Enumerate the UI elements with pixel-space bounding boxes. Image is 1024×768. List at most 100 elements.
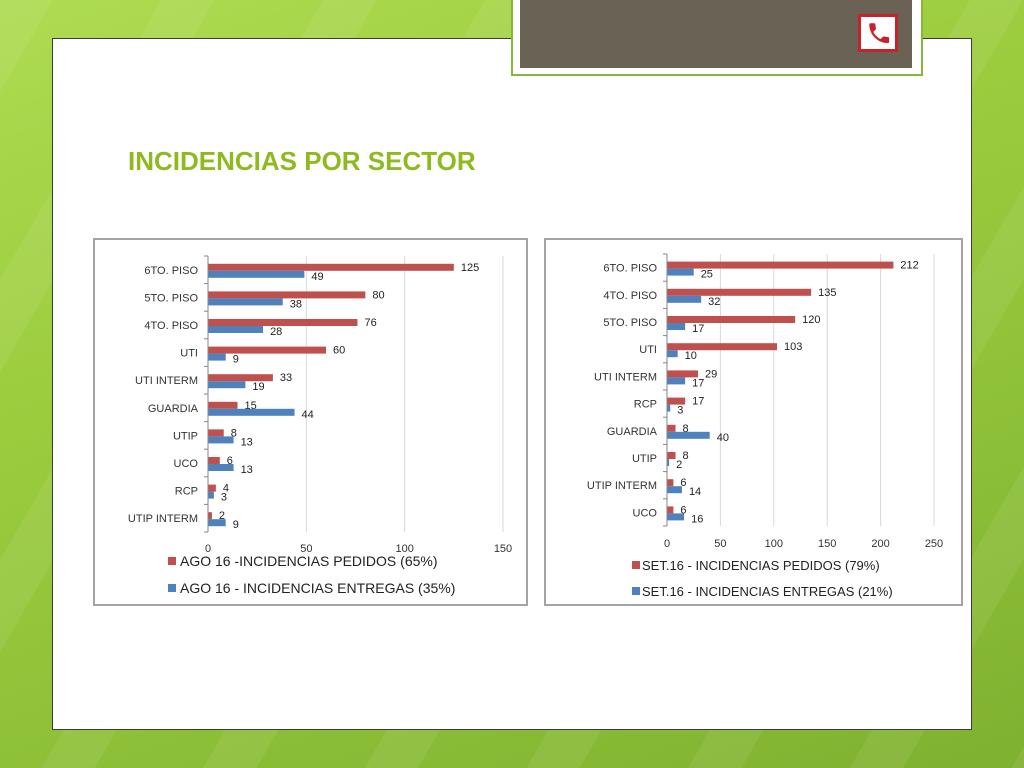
series-2-bar (667, 295, 702, 303)
x-tick-label: 100 (395, 543, 413, 555)
series-2-data-label: 49 (311, 271, 323, 283)
category-label: RCP (634, 399, 657, 411)
x-tick-label: 50 (300, 543, 312, 555)
series-2-bar (208, 270, 305, 278)
category-label: GUARDIA (148, 403, 199, 415)
category-label: 6TO. PISO (603, 263, 657, 275)
series-1-data-label: 2 (219, 510, 225, 522)
series-2-bar (667, 486, 682, 494)
series-1-bar (667, 261, 894, 269)
phone-icon (858, 14, 898, 52)
series-2-bar (208, 353, 226, 361)
chart-set-16-plot: 0 50 100 150 200 250 6TO. PISO 212 25 4TO. PISO 13… (587, 253, 943, 599)
legend-label: SET.16 - INCIDENCIAS ENTREGAS (21%) (642, 584, 893, 599)
series-2-data-label: 19 (252, 381, 264, 393)
legend-label: AGO 16 - INCIDENCIAS ENTREGAS (35%) (180, 580, 455, 596)
series-1-bar (667, 316, 796, 323)
series-1-data-label: 8 (683, 423, 689, 435)
series-2-bar (208, 326, 264, 333)
series-1-data-label: 120 (802, 314, 820, 326)
series-1-bar (667, 370, 698, 378)
series-1-data-label: 6 (227, 455, 233, 467)
series-2-bar (667, 404, 671, 412)
series-2-data-label: 28 (270, 326, 282, 338)
legend-swatch (632, 587, 640, 595)
series-1-data-label: 8 (683, 450, 689, 462)
category-label: UTI (639, 344, 657, 356)
category-label: UTI (180, 348, 198, 360)
legend-label: AGO 16 -INCIDENCIAS PEDIDOS (65%) (180, 553, 438, 569)
series-2-bar (667, 268, 694, 276)
series-1-bar (667, 506, 674, 514)
legend-label: SET.16 - INCIDENCIAS PEDIDOS (79%) (642, 558, 880, 573)
x-tick-label: 0 (664, 538, 670, 550)
series-1-bar (208, 291, 366, 299)
series-1-bar (667, 452, 676, 459)
category-label: UTIP (173, 430, 198, 442)
series-2-bar (208, 298, 283, 306)
series-1-data-label: 212 (900, 260, 918, 272)
series-1-data-label: 103 (784, 341, 802, 353)
series-2-bar (208, 491, 214, 499)
header-frame (511, 0, 923, 76)
series-2-data-label: 13 (241, 464, 253, 476)
phone-handset (869, 23, 890, 44)
series-2-bar (667, 323, 686, 330)
category-label: UTIP (632, 453, 657, 465)
series-1-data-label: 60 (333, 345, 345, 357)
series-1-data-label: 8 (231, 427, 237, 439)
series-2-data-label: 40 (717, 432, 729, 444)
x-tick-label: 150 (494, 543, 512, 555)
series-1-data-label: 76 (364, 317, 376, 329)
category-label: UTIP INTERM (128, 513, 198, 525)
series-1-bar (667, 288, 812, 296)
legend-swatch (168, 557, 176, 565)
series-1-bar (208, 484, 216, 492)
chart-set-16: 0 50 100 150 200 250 6TO. PISO 212 25 4TO. PISO 13… (544, 238, 963, 606)
series-2-data-label: 14 (689, 486, 701, 498)
series-1-data-label: 4 (223, 483, 229, 495)
series-1-data-label: 125 (461, 262, 479, 274)
series-1-data-label: 33 (280, 372, 292, 384)
series-2-data-label: 13 (241, 436, 253, 448)
series-2-data-label: 25 (701, 269, 713, 281)
series-1-bar (667, 479, 674, 487)
series-1-data-label: 6 (680, 477, 686, 489)
x-tick-label: 250 (925, 538, 943, 550)
category-label: 4TO. PISO (603, 290, 657, 302)
series-1-bar (667, 343, 778, 351)
chart-ago-16: 0 50 100 150 6TO. PISO 125 49 5TO. PISO 80 38 4TO.… (93, 238, 528, 606)
series-2-data-label: 38 (290, 298, 302, 310)
series-2-data-label: 17 (692, 323, 704, 335)
series-1-data-label: 6 (680, 504, 686, 516)
series-2-bar (667, 459, 670, 466)
category-label: UTIP INTERM (587, 480, 657, 492)
series-1-bar (208, 374, 273, 382)
header-band (520, 0, 912, 68)
series-2-data-label: 9 (233, 519, 239, 531)
series-1-bar (208, 319, 358, 326)
category-label: RCP (175, 486, 198, 498)
series-1-data-label: 15 (245, 400, 257, 412)
series-1-bar (208, 263, 454, 271)
category-label: UTI INTERM (594, 371, 657, 383)
series-2-data-label: 10 (685, 350, 697, 362)
category-label: GUARDIA (607, 426, 658, 438)
x-tick-label: 0 (205, 543, 211, 555)
series-2-bar (208, 519, 226, 527)
series-1-bar (667, 397, 686, 405)
series-1-bar (208, 512, 212, 520)
series-1-data-label: 17 (692, 396, 704, 408)
series-1-data-label: 135 (818, 287, 836, 299)
category-label: UCO (174, 458, 199, 470)
series-2-data-label: 2 (676, 459, 682, 471)
series-1-data-label: 80 (372, 289, 384, 301)
series-1-data-label: 29 (705, 368, 717, 380)
category-label: 5TO. PISO (603, 317, 657, 329)
series-2-data-label: 32 (708, 296, 720, 308)
series-2-data-label: 9 (233, 354, 239, 366)
series-2-data-label: 16 (691, 513, 703, 525)
series-1-bar (667, 424, 676, 432)
series-2-data-label: 44 (302, 409, 314, 421)
series-2-bar (667, 350, 678, 358)
